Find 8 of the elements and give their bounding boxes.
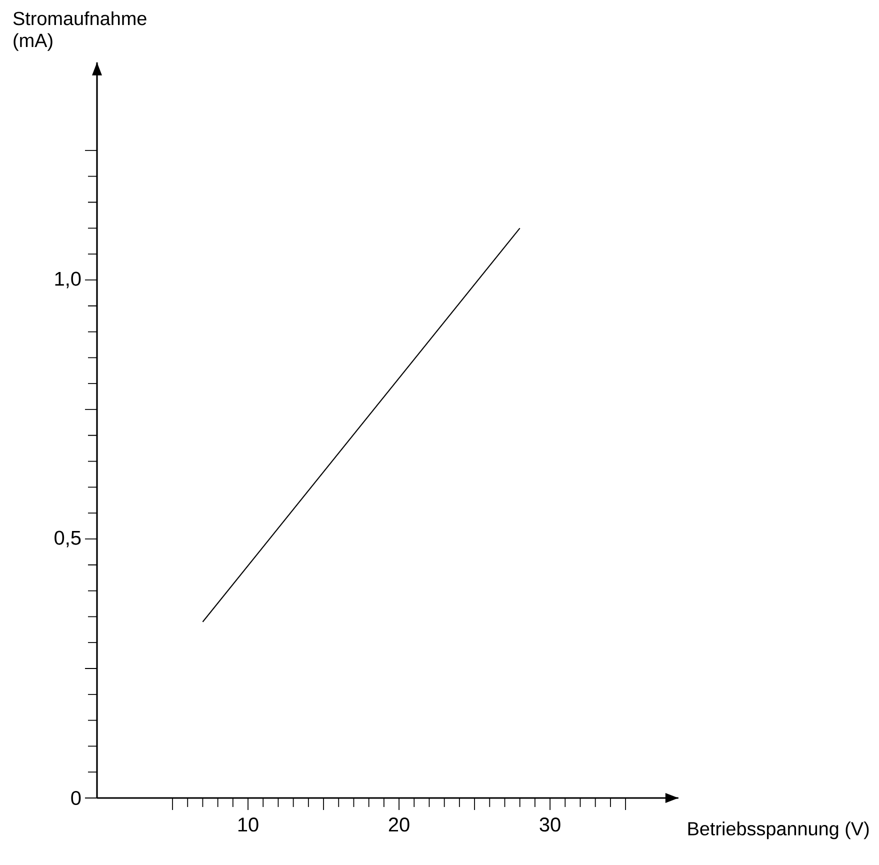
x-tick-label: 10: [238, 818, 258, 832]
y-axis-title: Stromaufnahme (mA): [13, 11, 146, 51]
x-tick-label: 30: [540, 818, 560, 832]
x-tick-label: 20: [388, 818, 410, 832]
x-axis-title: Betriebsspannung (V): [688, 822, 869, 840]
y-tick-label: 0: [71, 790, 81, 806]
y-tick-label: 1,0: [55, 272, 81, 288]
y-tick-label: 0,5: [54, 530, 81, 548]
